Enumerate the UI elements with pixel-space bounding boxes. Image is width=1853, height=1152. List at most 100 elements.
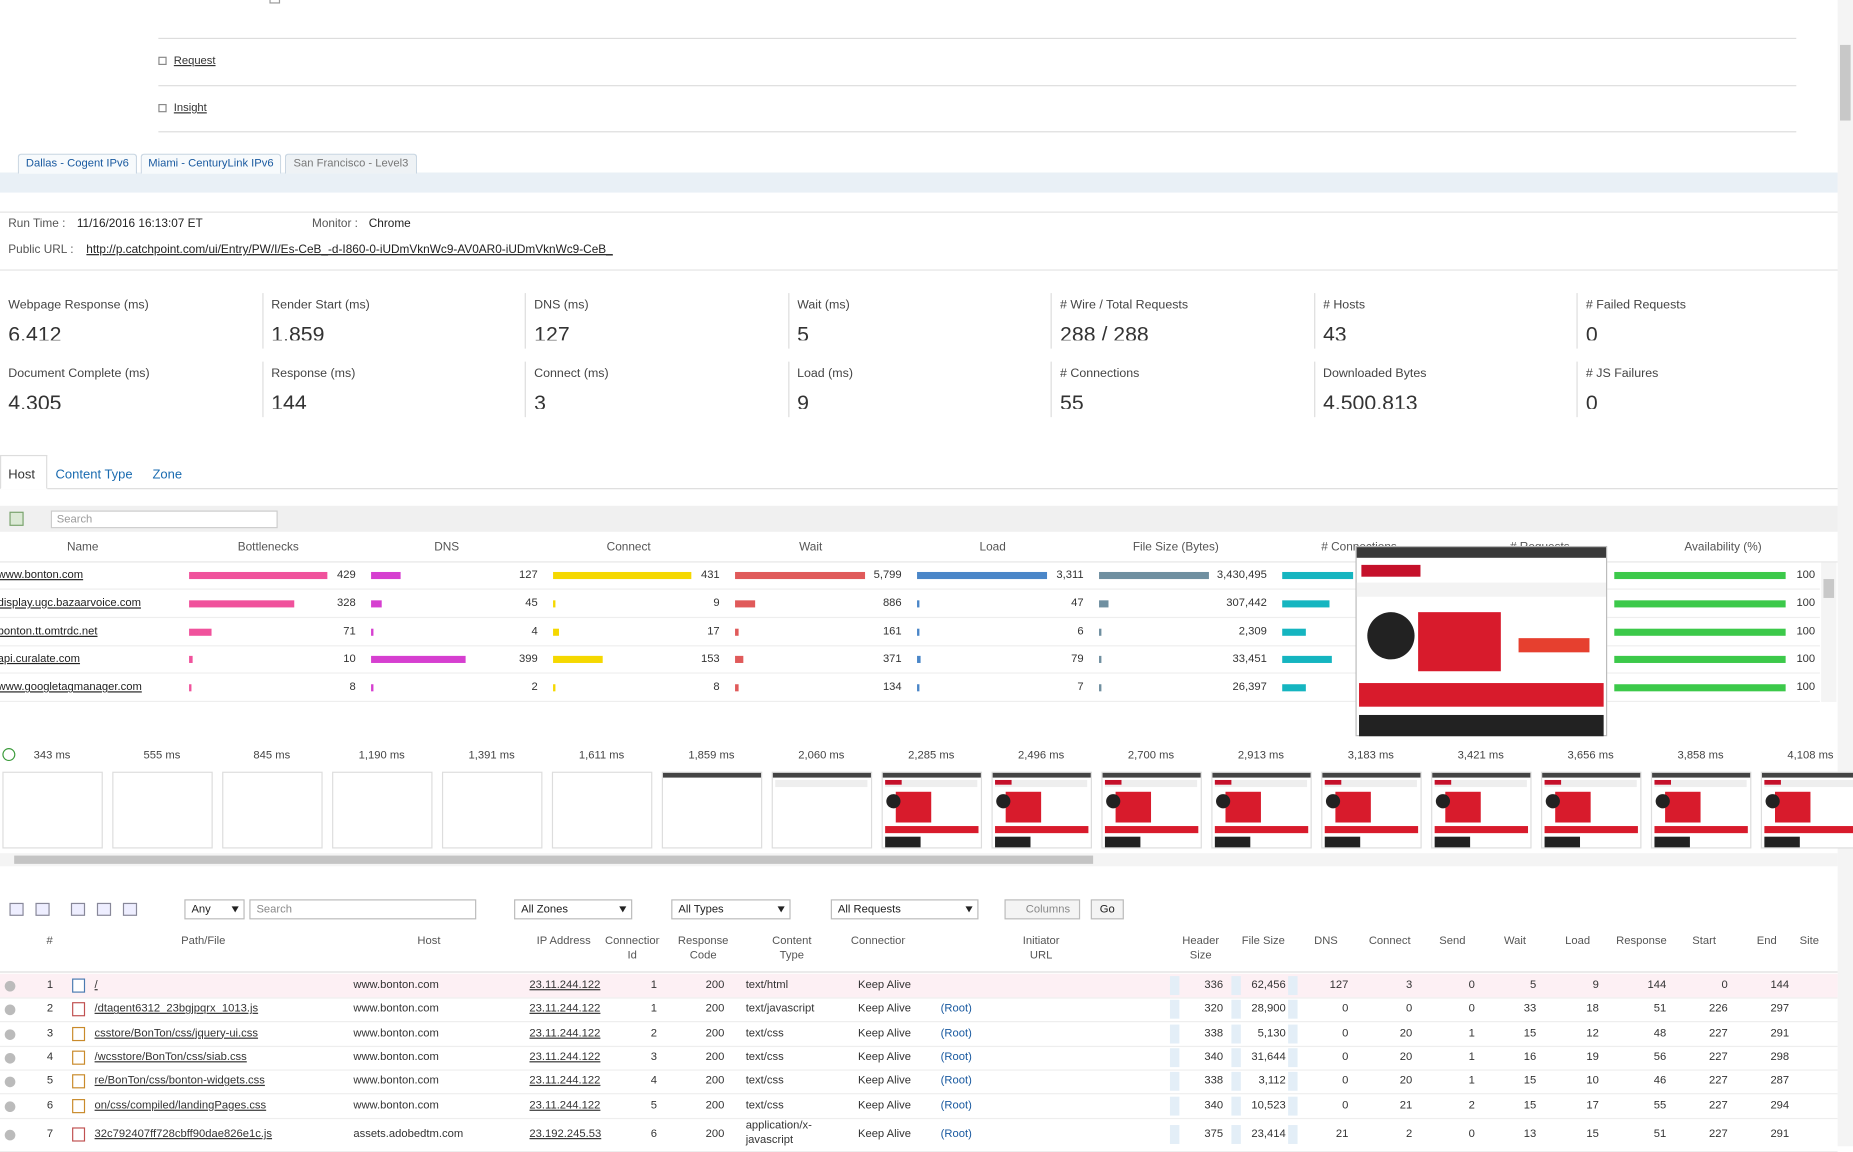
column-header[interactable]: Initiator URL <box>1022 934 1060 962</box>
cell: Keep Alive <box>857 1074 912 1088</box>
toolbar-control[interactable] <box>1004 899 1081 920</box>
sub-tab[interactable]: Content Type <box>55 467 133 483</box>
control-label[interactable]: Columns <box>1025 902 1071 916</box>
column-header[interactable]: Start <box>1692 934 1716 948</box>
column-header[interactable]: Load <box>1565 934 1591 948</box>
location-tab-label[interactable]: Miami - CenturyLink IPv6 <box>148 157 274 171</box>
cell: application/x-javascript <box>745 1119 812 1147</box>
host-name[interactable]: api.curalate.com <box>0 652 81 666</box>
frame-thumbnail[interactable] <box>661 771 763 849</box>
column-header[interactable]: Connection <box>850 934 906 948</box>
cell: 336 <box>1204 978 1224 992</box>
host-name[interactable]: www.bonton.com <box>0 568 84 582</box>
location-tab[interactable] <box>284 153 418 174</box>
column-header[interactable]: File Size (Bytes) <box>1132 541 1219 555</box>
bar <box>189 684 192 692</box>
cell: 4 <box>46 1050 54 1064</box>
cell: 338 <box>1204 1074 1224 1088</box>
bar <box>371 684 374 692</box>
go-button[interactable] <box>1090 899 1124 920</box>
toolbar-control[interactable] <box>184 899 245 920</box>
cell[interactable]: / <box>94 978 98 992</box>
cell: 0 <box>1342 1026 1349 1040</box>
cell: 1 <box>1468 1050 1475 1064</box>
control-label[interactable]: Search <box>256 902 293 916</box>
column-header[interactable]: Response Code <box>677 934 729 962</box>
control-label[interactable]: Go <box>1099 902 1115 916</box>
cell[interactable]: 23.11.244.122 <box>529 1098 601 1112</box>
column-header[interactable]: Response <box>1616 934 1667 948</box>
control-label[interactable]: Any <box>191 902 211 916</box>
column-header[interactable]: Bottlenecks <box>237 541 299 555</box>
column-header[interactable]: Load <box>979 541 1006 555</box>
column-header[interactable]: Name <box>66 541 99 555</box>
column-header[interactable]: Connection Id <box>605 934 660 962</box>
control-label[interactable]: All Types <box>678 902 724 916</box>
location-tab[interactable] <box>140 153 282 174</box>
column-header[interactable]: IP Address <box>536 934 591 948</box>
metric-value: 9 <box>797 391 809 409</box>
cell[interactable]: 23.11.244.122 <box>529 1050 601 1064</box>
section-link[interactable]: Insight <box>173 101 207 115</box>
cell[interactable]: /dtagent6312_23bgjpqrx_1013.js <box>94 1002 259 1016</box>
cell[interactable]: csstore/BonTon/css/jquery-ui.css <box>94 1026 259 1040</box>
toolbar-control[interactable] <box>514 899 633 920</box>
column-header[interactable]: DNS <box>434 541 460 555</box>
cell: 127 <box>518 568 538 582</box>
frame-thumbnail[interactable] <box>112 771 213 849</box>
frame-thumbnail[interactable] <box>551 771 653 849</box>
toolbar-control[interactable] <box>671 899 791 920</box>
column-header[interactable]: Content Type <box>772 934 812 962</box>
cell: 2,309 <box>1238 624 1267 638</box>
column-header[interactable]: Connect <box>1368 934 1411 948</box>
column-header[interactable]: Header Size <box>1182 934 1220 962</box>
location-tab[interactable] <box>17 153 138 174</box>
mini-bar <box>1288 976 1298 996</box>
column-header[interactable]: Send <box>1439 934 1466 948</box>
public-url[interactable]: http://p.catchpoint.com/ui/Entry/PW/I/Es… <box>86 243 613 257</box>
frame-thumbnail[interactable] <box>441 771 543 849</box>
location-tab-label[interactable]: San Francisco - Level3 <box>293 157 409 171</box>
column-header[interactable]: Connect <box>606 541 651 555</box>
metric-label: Load (ms) <box>797 366 853 381</box>
control-label[interactable]: All Requests <box>837 902 901 916</box>
column-header[interactable]: Site <box>1799 934 1819 948</box>
column-header[interactable]: # <box>46 934 53 948</box>
sub-tab[interactable]: Zone <box>152 467 183 483</box>
cell: 200 <box>705 1026 725 1040</box>
host-name[interactable]: www.googletagmanager.com <box>0 680 142 694</box>
cell[interactable]: 23.11.244.122 <box>529 1074 601 1088</box>
cell[interactable]: 23.11.244.122 <box>529 1026 601 1040</box>
host-name[interactable]: display.ugc.bazaarvoice.com <box>0 596 141 610</box>
cell[interactable]: 23.11.244.122 <box>529 1002 601 1016</box>
search-box[interactable] <box>50 510 278 529</box>
column-header[interactable]: DNS <box>1314 934 1338 948</box>
column-header[interactable]: Wait <box>1503 934 1527 948</box>
toolbar-control[interactable] <box>249 899 477 920</box>
toolbar-control[interactable] <box>830 899 979 920</box>
control-label[interactable]: All Zones <box>521 902 568 916</box>
frame-thumbnail[interactable] <box>332 771 433 849</box>
divider <box>0 488 1838 490</box>
host-name[interactable]: bonton.tt.omtrdc.net <box>0 624 98 638</box>
column-header[interactable]: Availability (%) <box>1684 541 1762 555</box>
frame-thumbnail[interactable] <box>2 771 103 849</box>
cell[interactable]: 23.192.245.53 <box>529 1127 602 1141</box>
cell[interactable]: on/css/compiled/landingPages.css <box>94 1098 267 1112</box>
cell: 28,900 <box>1251 1002 1286 1016</box>
column-header[interactable]: Wait <box>799 541 823 555</box>
dropdown-arrow <box>619 906 627 913</box>
column-header[interactable]: File Size <box>1241 934 1285 948</box>
column-header[interactable]: Path/File <box>181 934 226 948</box>
cell[interactable]: re/BonTon/css/bonton-widgets.css <box>94 1074 265 1088</box>
column-header[interactable]: End <box>1756 934 1777 948</box>
column-header[interactable]: Host <box>417 934 441 948</box>
cell: 0 <box>1342 1050 1349 1064</box>
cell[interactable]: 32c792407ff728cbff90dae826e1c.js <box>94 1127 273 1141</box>
cell[interactable]: /wcsstore/BonTon/css/siab.css <box>94 1050 247 1064</box>
section-link[interactable]: Request <box>173 54 216 68</box>
location-tab-label[interactable]: Dallas - Cogent IPv6 <box>25 157 129 171</box>
cell[interactable]: 23.11.244.122 <box>529 978 601 992</box>
frame-thumbnail[interactable] <box>222 771 323 849</box>
sub-tab[interactable]: Host <box>8 467 36 483</box>
